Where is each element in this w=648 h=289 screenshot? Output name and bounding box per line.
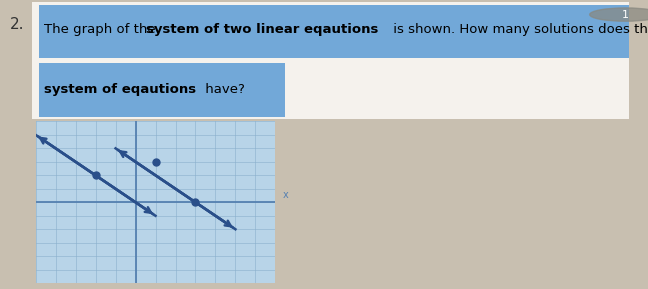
FancyBboxPatch shape — [36, 121, 275, 283]
Text: The graph of the: The graph of the — [44, 23, 160, 36]
FancyBboxPatch shape — [32, 2, 629, 119]
Text: system of eqautions: system of eqautions — [44, 83, 196, 96]
Text: 1: 1 — [622, 10, 629, 20]
FancyBboxPatch shape — [39, 63, 285, 116]
Text: 2.: 2. — [10, 17, 24, 32]
Circle shape — [590, 8, 648, 21]
FancyBboxPatch shape — [39, 5, 629, 58]
Text: is shown. How many solutions does the: is shown. How many solutions does the — [389, 23, 648, 36]
Text: system of two linear eqautions: system of two linear eqautions — [146, 23, 378, 36]
Text: have?: have? — [201, 83, 245, 96]
Text: x: x — [283, 190, 288, 200]
